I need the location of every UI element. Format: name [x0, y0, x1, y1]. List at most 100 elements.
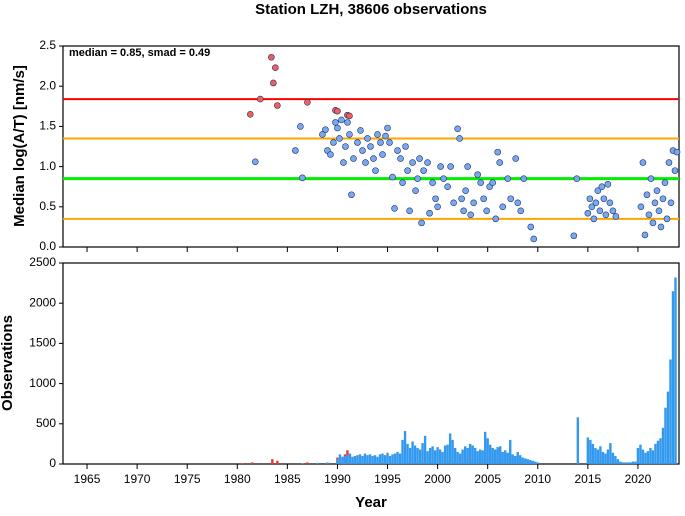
- bar: [656, 440, 660, 464]
- data-point: [348, 191, 355, 199]
- bar: [388, 455, 392, 464]
- data-point: [517, 207, 525, 215]
- x-tick-label: 1970: [124, 472, 151, 486]
- bar: [453, 447, 457, 464]
- bar: [614, 455, 617, 464]
- bar: [641, 449, 645, 464]
- bar: [521, 457, 524, 464]
- y-tick-label: 2000: [29, 295, 56, 309]
- data-point: [600, 195, 608, 203]
- data-point: [257, 95, 264, 103]
- data-point: [370, 155, 377, 162]
- data-point: [596, 207, 604, 215]
- data-point: [649, 219, 657, 227]
- bar: [338, 454, 342, 464]
- data-point: [573, 175, 581, 182]
- y-tick-label: 0.0: [39, 239, 56, 253]
- y-tick-label: 1.5: [39, 119, 56, 133]
- y-axis-label: Observations: [0, 315, 16, 411]
- bar: [601, 451, 605, 464]
- data-point: [447, 163, 454, 170]
- bar: [609, 443, 612, 464]
- bar: [511, 454, 514, 464]
- bar: [368, 454, 372, 464]
- y-tick-label: 2500: [29, 255, 56, 269]
- data-point: [362, 159, 369, 166]
- data-point: [297, 123, 304, 130]
- bar: [661, 427, 665, 464]
- data-point: [409, 159, 416, 166]
- data-point: [374, 131, 381, 138]
- bar: [436, 447, 439, 464]
- bar: [644, 452, 647, 464]
- data-point: [464, 163, 471, 170]
- x-tick-label: 1990: [324, 472, 351, 486]
- data-point: [252, 158, 259, 166]
- data-point: [304, 98, 311, 106]
- data-point: [527, 223, 535, 231]
- bar: [428, 447, 432, 464]
- bar: [649, 447, 652, 464]
- data-point: [330, 139, 337, 146]
- data-point: [467, 211, 474, 219]
- bar: [466, 447, 469, 464]
- data-point: [420, 167, 427, 174]
- data-point: [480, 195, 487, 203]
- bar: [524, 458, 527, 464]
- bar: [411, 441, 414, 464]
- data-point: [268, 53, 275, 61]
- data-point: [499, 203, 507, 211]
- data-point: [384, 124, 391, 132]
- bar: [499, 446, 502, 464]
- data-point: [504, 175, 512, 182]
- bar: [406, 443, 409, 464]
- bar: [651, 450, 655, 464]
- bar: [486, 438, 489, 464]
- data-point: [470, 199, 477, 207]
- bar: [473, 447, 477, 464]
- data-point: [590, 215, 598, 223]
- data-point: [454, 125, 461, 133]
- data-point: [386, 139, 393, 146]
- data-point: [247, 111, 254, 118]
- data-point: [274, 102, 281, 109]
- bar: [488, 444, 492, 464]
- data-point: [377, 139, 384, 146]
- data-point: [474, 171, 481, 178]
- bar: [506, 452, 509, 464]
- data-point: [647, 175, 655, 182]
- data-point: [357, 127, 364, 134]
- data-point: [424, 159, 431, 166]
- data-point: [653, 187, 661, 195]
- data-point: [334, 124, 341, 132]
- bar: [241, 463, 244, 464]
- data-point: [458, 195, 465, 203]
- bar: [423, 435, 427, 464]
- data-point: [645, 211, 653, 219]
- bar: [381, 453, 384, 464]
- data-point: [462, 187, 469, 195]
- bar: [386, 452, 389, 464]
- bar: [348, 453, 352, 464]
- bar: [456, 451, 459, 464]
- data-point: [492, 215, 500, 223]
- bar: [501, 451, 504, 464]
- bar: [401, 439, 404, 464]
- data-point: [570, 232, 578, 240]
- data-point: [530, 235, 538, 243]
- data-point: [450, 199, 457, 207]
- data-point: [592, 199, 600, 207]
- y-tick-label: 1500: [29, 336, 56, 350]
- bar: [496, 447, 499, 464]
- bar: [251, 462, 254, 464]
- data-point: [514, 199, 522, 207]
- data-point: [606, 199, 614, 207]
- data-point: [327, 151, 334, 158]
- data-point: [342, 143, 349, 150]
- bar: [589, 439, 592, 464]
- data-point: [350, 155, 357, 162]
- data-point: [637, 203, 645, 211]
- annotation: median = 0.85, smad = 0.49: [69, 47, 210, 59]
- bar: [671, 291, 675, 464]
- bar: [271, 459, 274, 464]
